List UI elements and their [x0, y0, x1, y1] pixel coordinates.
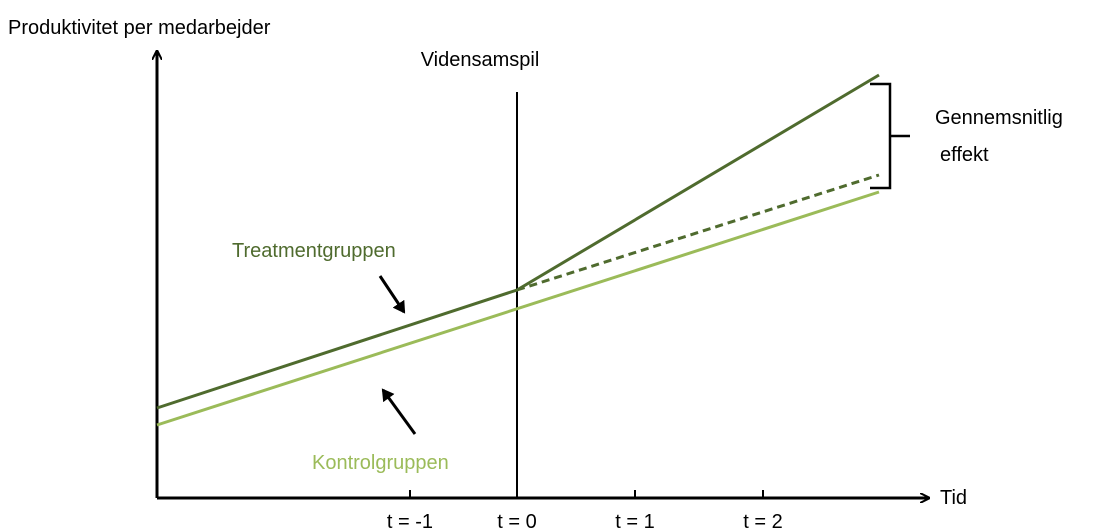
- tick-label: t = 1: [615, 511, 654, 532]
- control-arrow: [381, 388, 417, 435]
- tick-label: t = -1: [387, 511, 433, 532]
- counterfactual-line: [516, 173, 880, 292]
- tick-label: t = 0: [497, 511, 536, 532]
- tick-label: t = 2: [743, 511, 782, 532]
- control-line: [156, 190, 880, 427]
- tick-marks: [409, 490, 764, 498]
- control-label: Kontrolgruppen: [312, 452, 449, 474]
- treatment-arrow: [378, 275, 406, 314]
- effect-label: effekt: [940, 144, 989, 166]
- treatment-label: Treatmentgruppen: [232, 240, 396, 262]
- y-axis-label: Produktivitet per medarbejder: [8, 17, 271, 39]
- effect-bracket: [870, 82, 910, 190]
- x-axis-label: Tid: [940, 487, 967, 509]
- event-label: Vidensamspil: [421, 49, 540, 71]
- effect-label: Gennemsnitlig: [935, 107, 1063, 129]
